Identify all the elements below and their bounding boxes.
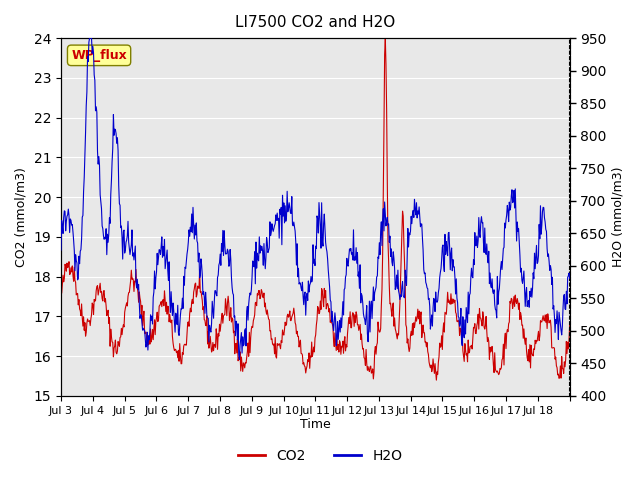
Text: WP_flux: WP_flux bbox=[71, 49, 127, 62]
Title: LI7500 CO2 and H2O: LI7500 CO2 and H2O bbox=[236, 15, 396, 30]
X-axis label: Time: Time bbox=[300, 419, 331, 432]
Legend: CO2, H2O: CO2, H2O bbox=[232, 443, 408, 468]
Y-axis label: CO2 (mmol/m3): CO2 (mmol/m3) bbox=[15, 167, 28, 267]
Y-axis label: H2O (mmol/m3): H2O (mmol/m3) bbox=[612, 167, 625, 267]
